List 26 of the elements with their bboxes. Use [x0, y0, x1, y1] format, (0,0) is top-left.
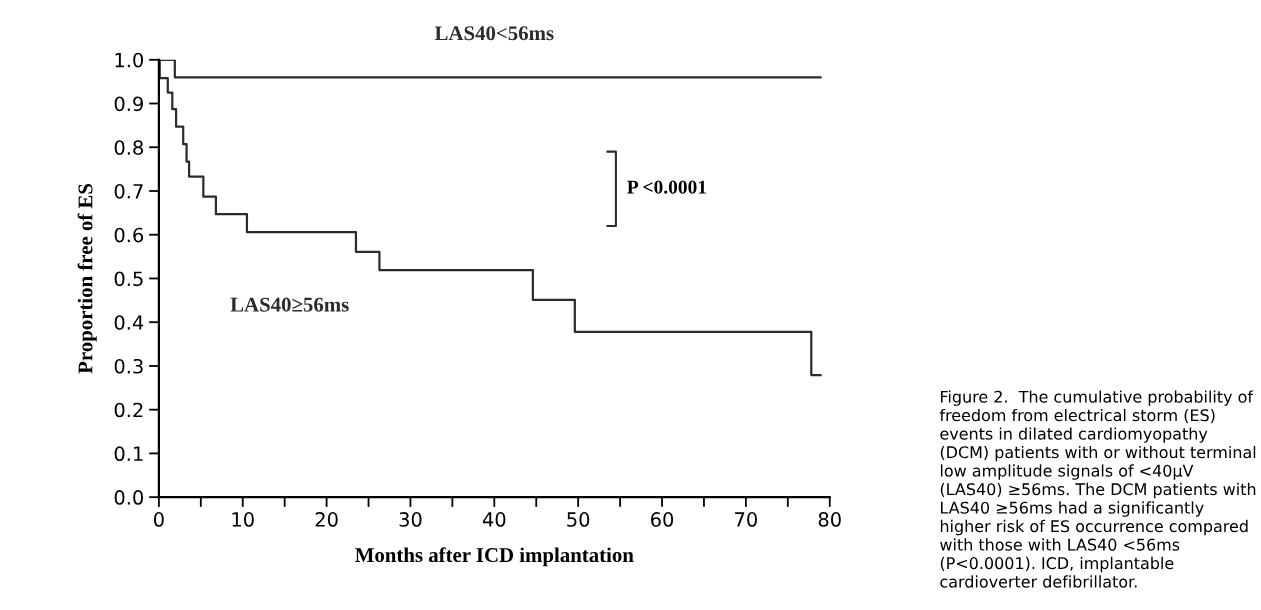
x-tick-label: 30 — [399, 512, 422, 527]
y-tick-label: 0.5 — [114, 271, 143, 287]
series-label: LAS40≥56ms — [230, 297, 349, 312]
text: Figure 2. The cumulative probability of freedom from electrical storm (ES) events in dilated cardiomyopathy (DCM) patients with or without terminal low amplitude signals of <40μV (LAS40) ≥56ms. The DCM patients with LAS40 ≥56ms had a significantly higher risk of ES occurrence compared with those with LAS40 <56ms (P<0.0001). ICD, implantable cardioverter defibrillator. — [939, 390, 1256, 588]
y-tick-label: 0.9 — [114, 96, 143, 112]
y-tick-label: 0.0 — [114, 490, 144, 505]
x-tick-label: 80 — [818, 512, 841, 527]
y-tick-label: 0.6 — [114, 227, 144, 243]
y-tick-label: 0.4 — [114, 315, 144, 330]
x-tick-label: 40 — [482, 512, 506, 527]
annotation: P <0.0001 — [627, 180, 707, 194]
y-tick-label: 0.1 — [114, 446, 143, 462]
x-tick-label: 50 — [567, 512, 590, 527]
y-tick-label: 0.7 — [114, 183, 143, 199]
y-tick-label: 1.0 — [115, 52, 144, 68]
y-tick-label: 0.3 — [114, 358, 143, 374]
x-axis-title: Months after ICD implantation — [355, 547, 634, 567]
x-tick-label: 60 — [651, 512, 674, 527]
y-tick-label: 0.2 — [114, 402, 143, 418]
y-axis-title: Proportion free of ES — [77, 183, 97, 374]
series-label: LAS40<56ms — [434, 26, 554, 41]
x-tick-label: 70 — [735, 512, 757, 527]
x-tick-label: 20 — [315, 512, 338, 527]
x-tick-label: 0 — [153, 512, 164, 527]
y-tick-label: 0.8 — [114, 140, 143, 155]
x-tick-label: 10 — [232, 512, 254, 527]
